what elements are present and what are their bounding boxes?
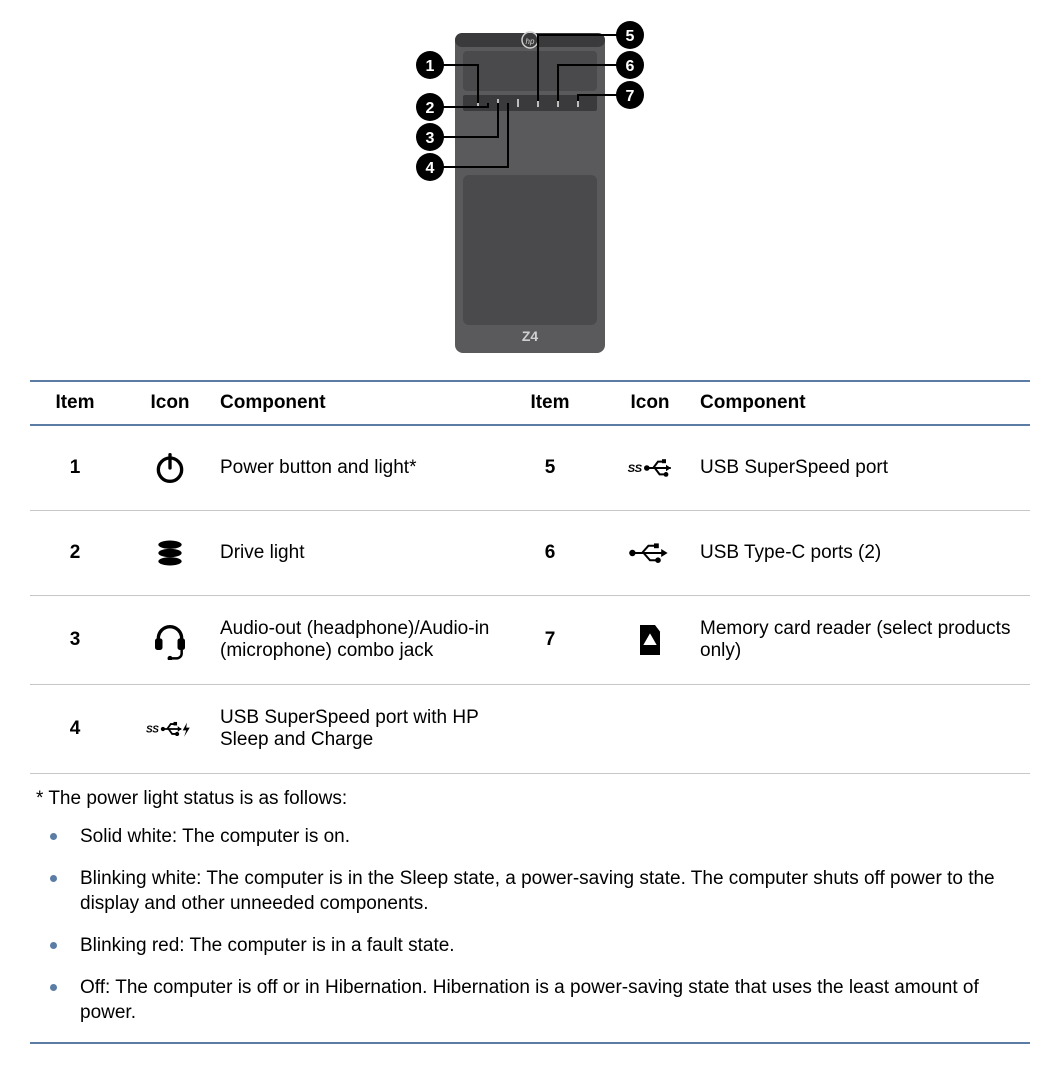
svg-text:7: 7: [626, 88, 635, 105]
svg-text:2: 2: [426, 100, 435, 117]
table-header: Item Icon Component Item Icon Component: [30, 382, 1030, 426]
power-icon: [120, 448, 220, 488]
component-table: Item Icon Component Item Icon Component …: [30, 380, 1030, 774]
item-number: 3: [30, 629, 120, 651]
callout-6: 6: [616, 51, 644, 79]
col-icon-2: Icon: [600, 392, 700, 414]
svg-text:4: 4: [426, 160, 435, 177]
item-number: 1: [30, 457, 120, 479]
table-row: 1 Power button and light* 5 SS: [30, 426, 1030, 511]
product-front-diagram: hp Z4 1 2 3 4 5: [30, 15, 1030, 360]
callout-2: 2: [416, 93, 444, 121]
col-item-2: Item: [500, 392, 600, 414]
svg-text:6: 6: [626, 58, 635, 75]
drive-icon: [120, 533, 220, 573]
table-row: 3 Audio-out (headphone)/Audio-in (microp…: [30, 596, 1030, 685]
svg-text:5: 5: [626, 28, 635, 45]
component-label: Power button and light*: [220, 457, 500, 479]
col-icon: Icon: [120, 392, 220, 414]
item-number: 2: [30, 542, 120, 564]
col-component: Component: [220, 392, 500, 414]
note-item: Blinking white: The computer is in the S…: [36, 866, 1024, 917]
sd-card-icon: [600, 620, 700, 660]
svg-text:hp: hp: [526, 37, 535, 46]
item-number: 4: [30, 718, 120, 740]
item-number: 6: [500, 542, 600, 564]
table-row: 4 SS USB SuperSpeed port wit: [30, 685, 1030, 773]
model-badge: Z4: [522, 328, 539, 344]
svg-text:SS: SS: [628, 463, 643, 475]
table-row: 2 Drive light 6: [30, 511, 1030, 596]
component-label: USB Type-C ports (2): [700, 542, 1030, 564]
note-item: Solid white: The computer is on.: [36, 824, 1024, 850]
usb-superspeed-charge-icon: SS: [120, 709, 220, 749]
component-label: Audio-out (headphone)/Audio-in (micropho…: [220, 618, 500, 662]
usb-superspeed-icon: SS: [600, 448, 700, 488]
callout-3: 3: [416, 123, 444, 151]
svg-text:3: 3: [426, 130, 435, 147]
col-item: Item: [30, 392, 120, 414]
component-label: USB SuperSpeed port with HP Sleep and Ch…: [220, 707, 500, 751]
callout-7: 7: [616, 81, 644, 109]
note-item: Off: The computer is off or in Hibernati…: [36, 975, 1024, 1026]
item-number: 5: [500, 457, 600, 479]
callout-1: 1: [416, 51, 444, 79]
col-component-2: Component: [700, 392, 1030, 414]
svg-text:1: 1: [426, 58, 435, 75]
note-item: Blinking red: The computer is in a fault…: [36, 933, 1024, 959]
callout-5: 5: [616, 21, 644, 49]
power-light-notes: * The power light status is as follows: …: [30, 774, 1030, 1044]
component-label: USB SuperSpeed port: [700, 457, 1030, 479]
headset-icon: [120, 620, 220, 660]
callout-4: 4: [416, 153, 444, 181]
item-number: 7: [500, 629, 600, 651]
notes-lead: * The power light status is as follows:: [36, 788, 1024, 810]
usb-icon: [600, 533, 700, 573]
component-label: Drive light: [220, 542, 500, 564]
component-label: Memory card reader (select products only…: [700, 618, 1030, 662]
svg-text:SS: SS: [146, 725, 159, 736]
